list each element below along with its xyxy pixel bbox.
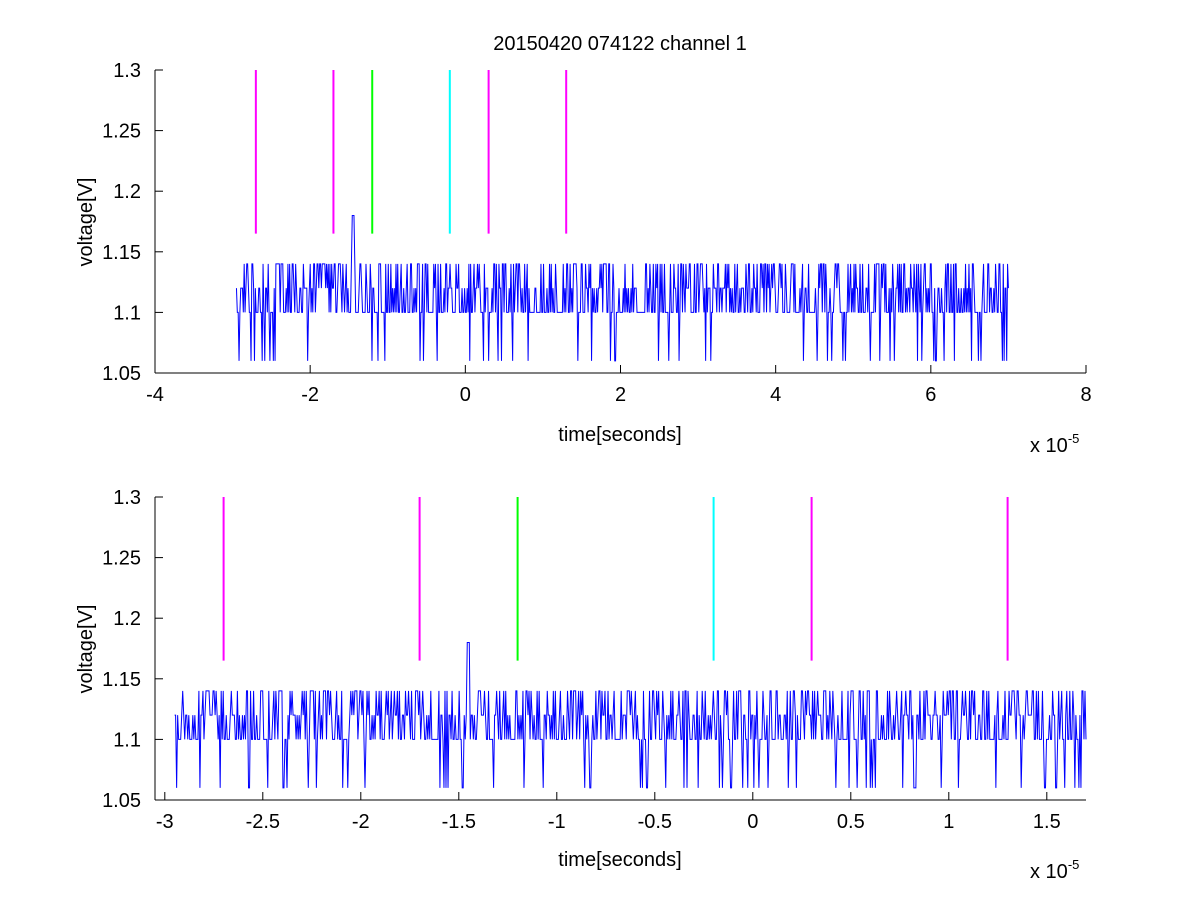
x-tick-label: -1.5 — [442, 811, 476, 833]
x-tick-label: 6 — [925, 384, 936, 406]
x-tick-label: -2 — [301, 384, 319, 406]
x-tick-label: -0.5 — [638, 811, 672, 833]
y-tick-label: 1.2 — [113, 608, 141, 630]
x-axis-label-bottom: time[seconds] — [558, 849, 681, 871]
y-tick-label: 1.25 — [102, 121, 141, 143]
series-line — [174, 641, 1087, 789]
x-ticks-bottom: -3 -2.5 -2 -1.5 -1 -0.5 0 0.5 1 1.5 — [156, 792, 1061, 833]
y-tick-label: 1.1 — [113, 729, 141, 751]
y-axis-label-bottom: voltage[V] — [75, 605, 97, 694]
y-ticks-bottom: 1.05 1.1 1.15 1.2 1.25 1.3 — [102, 487, 163, 812]
x-tick-label: 0.5 — [837, 811, 865, 833]
x-ticks-top: -4 -2 0 2 4 6 8 — [146, 365, 1092, 406]
series-layer-top — [235, 214, 1009, 362]
x-tick-label: 8 — [1080, 384, 1091, 406]
figure-title: 20150420 074122 channel 1 — [493, 33, 747, 55]
y-tick-label: 1.05 — [102, 363, 141, 385]
y-tick-label: 1.05 — [102, 790, 141, 812]
y-tick-label: 1.1 — [113, 302, 141, 324]
x-multiplier-top: x 10-5 — [1030, 431, 1079, 457]
y-tick-label: 1.15 — [102, 669, 141, 691]
x-tick-label: 4 — [770, 384, 781, 406]
x-tick-label: -2.5 — [246, 811, 280, 833]
axes-bottom: -3 -2.5 -2 -1.5 -1 -0.5 0 0.5 1 1.5 1.051.11.151.… — [75, 487, 1087, 883]
y-tick-label: 1.3 — [113, 487, 141, 509]
series-line — [235, 214, 1009, 362]
series-layer-bottom — [174, 641, 1087, 789]
x-tick-label: 1.5 — [1033, 811, 1061, 833]
marker-layer-top — [254, 70, 568, 234]
x-multiplier-bottom: x 10-5 — [1030, 857, 1079, 883]
axes-top: -4 -2 0 2 4 6 8 1.05 1.1 1.15 1.2 1.25 1.3 time[sec… — [75, 60, 1092, 457]
y-tick-label: 1.15 — [102, 242, 141, 264]
axis-lines-bottom — [154, 497, 1086, 801]
marker-layer-bottom — [222, 497, 1009, 661]
y-tick-label: 1.25 — [102, 548, 141, 570]
x-tick-label: -3 — [156, 811, 174, 833]
x-axis-label-top: time[seconds] — [558, 424, 681, 446]
y-tick-label: 1.2 — [113, 181, 141, 203]
y-tick-label: 1.3 — [113, 60, 141, 82]
x-tick-label: -4 — [146, 384, 164, 406]
y-ticks-top: 1.05 1.1 1.15 1.2 1.25 1.3 — [102, 60, 163, 385]
plot-area-top — [155, 70, 1086, 373]
plot-area-bottom — [155, 497, 1086, 800]
x-tick-label: 0 — [460, 384, 471, 406]
x-tick-label: -1 — [548, 811, 566, 833]
x-tick-label: 2 — [615, 384, 626, 406]
x-tick-label: 1 — [943, 811, 954, 833]
x-tick-label: 0 — [747, 811, 758, 833]
x-tick-label: -2 — [352, 811, 370, 833]
y-axis-label-top: voltage[V] — [75, 178, 97, 267]
